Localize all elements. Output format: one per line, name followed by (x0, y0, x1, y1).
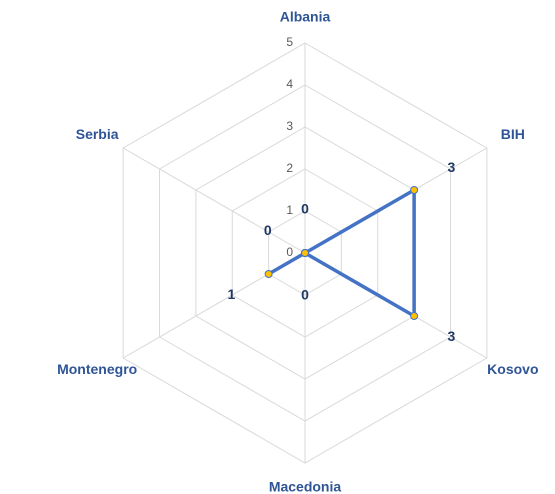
spoke (122, 147, 306, 254)
data-label: 0 (264, 222, 272, 238)
y-tick-label: 4 (286, 77, 293, 91)
marker (410, 312, 419, 320)
marker (410, 186, 419, 194)
category-label: Kosovo (487, 361, 538, 377)
marker (264, 270, 273, 278)
category-label: Serbia (76, 126, 119, 142)
y-tick-label: 2 (286, 161, 293, 175)
data-label: 3 (447, 159, 455, 175)
category-label: Macedonia (269, 479, 342, 494)
series-line (266, 188, 416, 318)
y-tick-label: 0 (286, 245, 293, 259)
y-tick-label: 1 (286, 203, 293, 217)
y-tick-label: 5 (286, 35, 293, 49)
data-label: 0 (301, 201, 309, 217)
category-label: Albania (280, 9, 331, 25)
data-label: 3 (447, 328, 455, 344)
category-label: Montenegro (57, 361, 137, 377)
data-label: 1 (227, 286, 235, 302)
y-tick-label: 3 (286, 119, 293, 133)
marker (301, 249, 309, 257)
data-label: 0 (301, 287, 309, 303)
category-label: BIH (501, 126, 525, 142)
